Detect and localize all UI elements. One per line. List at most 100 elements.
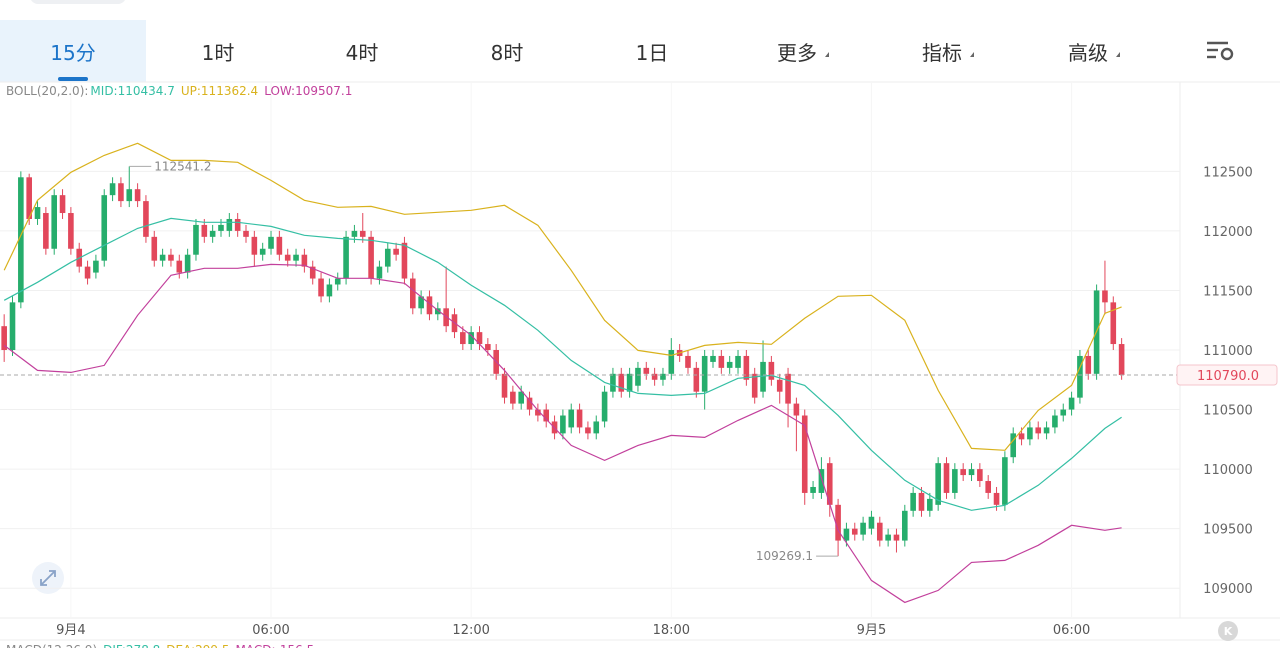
candle-body <box>735 355 741 368</box>
candle-body <box>1035 427 1042 434</box>
expand-icon[interactable] <box>32 562 64 594</box>
candle-body <box>168 254 174 261</box>
candle-body <box>501 373 508 398</box>
candle-body <box>218 224 224 231</box>
y-tick-label: 109500 <box>1203 523 1253 538</box>
candle-body <box>368 236 374 279</box>
candle-body <box>460 332 466 345</box>
candle-body <box>810 486 816 493</box>
candle-body <box>68 213 74 249</box>
candle-body <box>668 350 675 374</box>
legend-entry: MID:110434.7 <box>90 84 174 98</box>
sub-indicator-label: MACD(12,26,9) <box>6 643 97 648</box>
candle-body <box>109 183 116 196</box>
candle-body <box>9 302 16 350</box>
candle-body <box>760 361 766 392</box>
candle-body <box>893 534 900 541</box>
tab[interactable]: 1日 <box>636 41 669 65</box>
candle-body <box>1085 355 1092 374</box>
tab[interactable]: 8时 <box>491 41 524 65</box>
candle-body <box>1102 290 1108 303</box>
candle-body <box>1002 457 1008 505</box>
candle-body <box>927 498 933 511</box>
x-tick-label: 9月4 <box>56 623 86 638</box>
candle-body <box>601 391 608 422</box>
y-tick-label: 110500 <box>1203 404 1253 419</box>
y-tick-label: 111000 <box>1203 344 1253 359</box>
candle-body <box>426 296 433 315</box>
selected-tab-bg <box>0 20 146 82</box>
tab[interactable]: 1时 <box>202 41 235 65</box>
candle-body <box>685 355 691 368</box>
candle-body <box>59 195 66 214</box>
candle-body <box>801 415 808 493</box>
candle-body <box>560 415 566 434</box>
last-price-box <box>1176 364 1278 386</box>
x-tick-label: 12:00 <box>452 623 489 638</box>
candle-body <box>1018 433 1025 440</box>
candle-body <box>543 409 550 422</box>
x-tick-label: 18:00 <box>653 623 690 638</box>
candle-body <box>409 278 416 309</box>
candle-body <box>885 534 891 541</box>
tab[interactable]: 指标 <box>922 41 962 65</box>
candle-body <box>201 224 208 237</box>
y-tick-label: 111500 <box>1203 284 1253 299</box>
candle-body <box>510 391 516 404</box>
candle-body <box>610 373 616 392</box>
candle-body <box>143 201 149 237</box>
candle-body <box>359 230 366 237</box>
candle-body <box>26 177 32 219</box>
candle-body <box>118 183 124 202</box>
candle-body <box>268 236 274 249</box>
x-tick-label: 06:00 <box>252 623 289 638</box>
candle-body <box>184 254 191 273</box>
candle-body <box>476 332 483 345</box>
selected-tab-underline <box>58 77 88 81</box>
settings-icon[interactable] <box>1207 41 1234 61</box>
svg-text:K: K <box>1224 625 1233 638</box>
candle-body <box>284 254 291 261</box>
min-label: 109269.1 <box>756 549 813 563</box>
candle-body <box>1052 415 1058 428</box>
last-price-label: 110790.0 <box>1197 369 1259 384</box>
k-button[interactable]: K <box>1218 621 1238 641</box>
candle-body <box>526 397 533 410</box>
candle-body <box>935 463 941 505</box>
candle-body <box>351 230 358 237</box>
tab[interactable]: 高级 <box>1068 41 1108 65</box>
candle-body <box>618 373 625 392</box>
candle-body <box>393 248 399 255</box>
candle-body <box>585 427 591 434</box>
max-label: 112541.2 <box>154 159 211 173</box>
candle-body <box>726 361 733 368</box>
tab[interactable]: 4时 <box>346 41 379 65</box>
tab[interactable]: 更多 <box>777 41 817 65</box>
candle-body <box>918 492 925 511</box>
candle-body <box>851 528 858 535</box>
candle-body <box>593 421 600 434</box>
indicator-name: BOLL(20,2.0): <box>6 84 88 98</box>
candle-body <box>743 355 750 380</box>
candle-body <box>518 391 525 404</box>
candle-body <box>159 254 166 261</box>
candle-body <box>768 361 775 380</box>
candle-body <box>101 195 108 261</box>
candle-body <box>793 403 800 416</box>
candle-body <box>293 254 299 261</box>
candle-body <box>334 278 341 285</box>
candle-body <box>576 409 583 428</box>
candle-body <box>18 177 24 303</box>
candle-body <box>318 278 324 297</box>
candle-body <box>485 344 491 350</box>
candle-body <box>1060 409 1067 416</box>
candle-body <box>835 504 841 541</box>
candle-body <box>651 373 658 380</box>
tab[interactable]: 15分 <box>50 41 95 65</box>
candle-body <box>226 218 233 231</box>
candle-body <box>943 463 950 493</box>
sub-indicator-label: DEA:299.5 <box>166 643 229 648</box>
candle-body <box>910 492 916 511</box>
